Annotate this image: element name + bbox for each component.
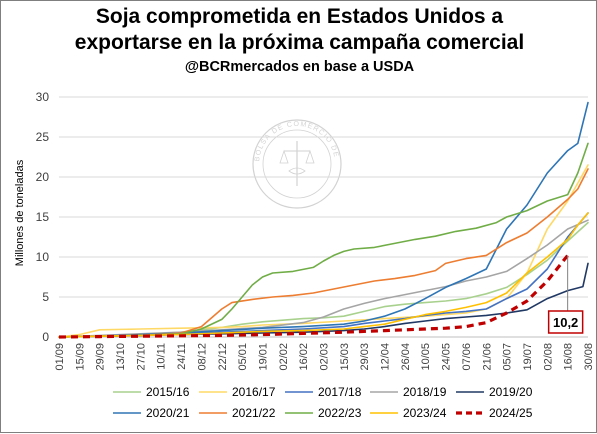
chart-title-line-2: exportarse en la próxima campaña comerci… (74, 31, 525, 54)
legend-label: 2023/24 (403, 406, 447, 420)
x-tick-label: 15/03 (339, 343, 351, 371)
legend-label: 2017/18 (318, 385, 362, 399)
x-tick-label: 13/10 (115, 343, 127, 371)
series-line-2016-17 (58, 164, 589, 338)
x-tick-label: 10/05 (420, 343, 432, 371)
legend-label: 2015/16 (146, 385, 190, 399)
legend-label: 2022/23 (318, 406, 362, 420)
legend-label: 2020/21 (146, 406, 190, 420)
x-tick-label: 21/06 (481, 343, 493, 371)
x-tick-label: 19/07 (522, 343, 534, 371)
chart-subtitle: @BCRmercados en base a USDA (184, 59, 415, 75)
x-tick-label: 02/03 (319, 343, 331, 371)
x-tick-label: 26/04 (400, 343, 412, 371)
x-tick-label: 24/05 (441, 343, 453, 371)
legend-label: 2021/22 (232, 406, 276, 420)
y-tick-label: 10 (36, 250, 50, 264)
annotation: 10,2 (547, 255, 584, 334)
y-tick-label: 0 (42, 330, 49, 344)
x-tick-label: 05/07 (502, 343, 514, 371)
x-tick-label: 16/08 (563, 343, 575, 371)
series-line-2015-16 (58, 221, 589, 338)
y-tick-label: 15 (36, 210, 50, 224)
x-tick-label: 15/09 (74, 343, 86, 371)
x-tick-label: 02/02 (278, 343, 290, 371)
x-tick-label: 19/01 (257, 343, 269, 371)
x-tick-label: 10/11 (156, 343, 168, 370)
x-tick-label: 27/10 (135, 343, 147, 371)
annotation-box (547, 310, 584, 334)
annotation-value: 10,2 (553, 315, 578, 330)
y-tick-label: 20 (36, 170, 50, 184)
x-tick-label: 22/12 (217, 343, 229, 371)
x-tick-label: 29/09 (95, 343, 107, 371)
legend-label: 2024/25 (489, 406, 533, 420)
chart-title-line-1: Soja comprometida en Estados Unidos a (95, 5, 504, 28)
series-line-2018-19 (58, 219, 589, 338)
y-tick-label: 25 (36, 130, 50, 144)
x-tick-label: 07/06 (461, 343, 473, 371)
legend-label: 2016/17 (232, 385, 276, 399)
series-lines (58, 101, 589, 339)
legend: 2015/16 2016/17 2017/18 2018/19 2019/20 2020/… (113, 385, 533, 420)
x-tick-label: 24/11 (176, 343, 188, 370)
watermark-text: BOLSA DE COMERCIO DE ROSARIO (1, 1, 339, 162)
series-line-2020-21 (58, 101, 589, 338)
y-tick-label: 5 (42, 290, 49, 304)
y-axis-label: Millones de toneladas (14, 159, 26, 266)
y-axis-ticks: 0 5 10 15 20 25 30 (36, 90, 50, 344)
legend-label: 2019/20 (489, 385, 533, 399)
series-line-2021-22 (58, 168, 589, 338)
x-tick-label: 05/01 (237, 343, 249, 371)
x-tick-label: 30/08 (583, 343, 595, 371)
x-tick-label: 01/09 (54, 343, 66, 371)
svg-text:BOLSA DE COMERCIO DE ROSARIO: BOLSA DE COMERCIO DE ROSARIO (1, 1, 340, 162)
x-tick-label: 29/03 (359, 343, 371, 371)
x-axis-ticks: 01/09 15/09 29/09 13/10 27/10 10/11 24/11 08/12… (54, 343, 595, 371)
series-line-2022-23 (58, 142, 589, 338)
y-tick-label: 30 (36, 90, 50, 104)
x-tick-label: 12/04 (380, 343, 392, 371)
x-tick-label: 08/12 (196, 343, 208, 371)
legend-label: 2018/19 (403, 385, 447, 399)
x-tick-label: 16/02 (298, 343, 310, 371)
x-tick-label: 02/08 (542, 343, 554, 371)
